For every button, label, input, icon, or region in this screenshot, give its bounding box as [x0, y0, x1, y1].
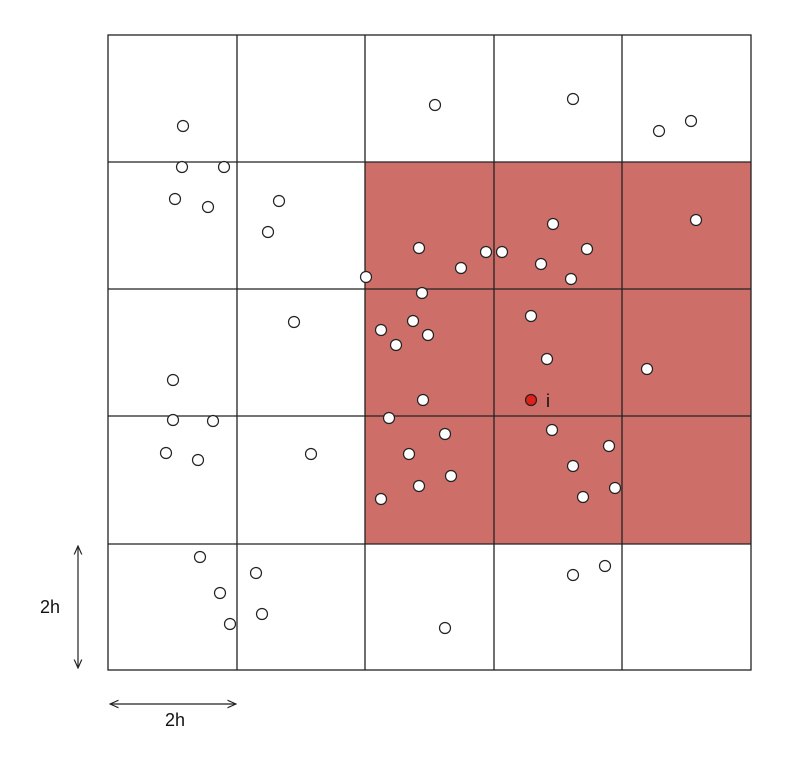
point — [566, 92, 580, 106]
point — [304, 447, 318, 461]
point — [213, 586, 227, 600]
point — [261, 225, 275, 239]
vertical-scale-label: 2h — [40, 597, 60, 617]
point — [255, 607, 269, 621]
point — [566, 459, 580, 473]
point — [406, 314, 420, 328]
point — [159, 446, 173, 460]
point — [566, 568, 580, 582]
point — [652, 124, 666, 138]
point — [564, 272, 578, 286]
point — [249, 566, 263, 580]
point — [684, 114, 698, 128]
point — [193, 550, 207, 564]
point — [540, 352, 554, 366]
point — [166, 373, 180, 387]
point — [580, 242, 594, 256]
point — [415, 286, 429, 300]
point — [438, 427, 452, 441]
point — [444, 469, 458, 483]
point — [206, 414, 220, 428]
point — [602, 439, 616, 453]
point — [438, 621, 452, 635]
point — [359, 270, 373, 284]
point — [546, 217, 560, 231]
point — [598, 559, 612, 573]
point — [416, 393, 430, 407]
points — [159, 92, 703, 635]
focal-point — [524, 393, 538, 407]
point — [524, 309, 538, 323]
point — [689, 213, 703, 227]
point — [454, 261, 468, 275]
point — [166, 413, 180, 427]
point — [412, 241, 426, 255]
grid-border — [107, 34, 752, 671]
point — [576, 490, 590, 504]
point — [287, 315, 301, 329]
point — [374, 492, 388, 506]
point — [428, 98, 442, 112]
point — [382, 411, 396, 425]
point — [640, 362, 654, 376]
point — [495, 245, 509, 259]
point — [168, 192, 182, 206]
point — [545, 423, 559, 437]
point — [608, 481, 622, 495]
point — [479, 245, 493, 259]
point — [412, 479, 426, 493]
point — [534, 257, 548, 271]
horizontal-scale-label: 2h — [165, 710, 185, 730]
point — [389, 338, 403, 352]
point — [223, 617, 237, 631]
point — [272, 194, 286, 208]
point — [374, 323, 388, 337]
point — [402, 447, 416, 461]
point-label: i — [546, 391, 550, 411]
point — [191, 453, 205, 467]
point — [175, 160, 189, 174]
point — [421, 328, 435, 342]
point — [176, 119, 190, 133]
point — [201, 200, 215, 214]
point — [217, 160, 231, 174]
grid — [107, 34, 752, 671]
